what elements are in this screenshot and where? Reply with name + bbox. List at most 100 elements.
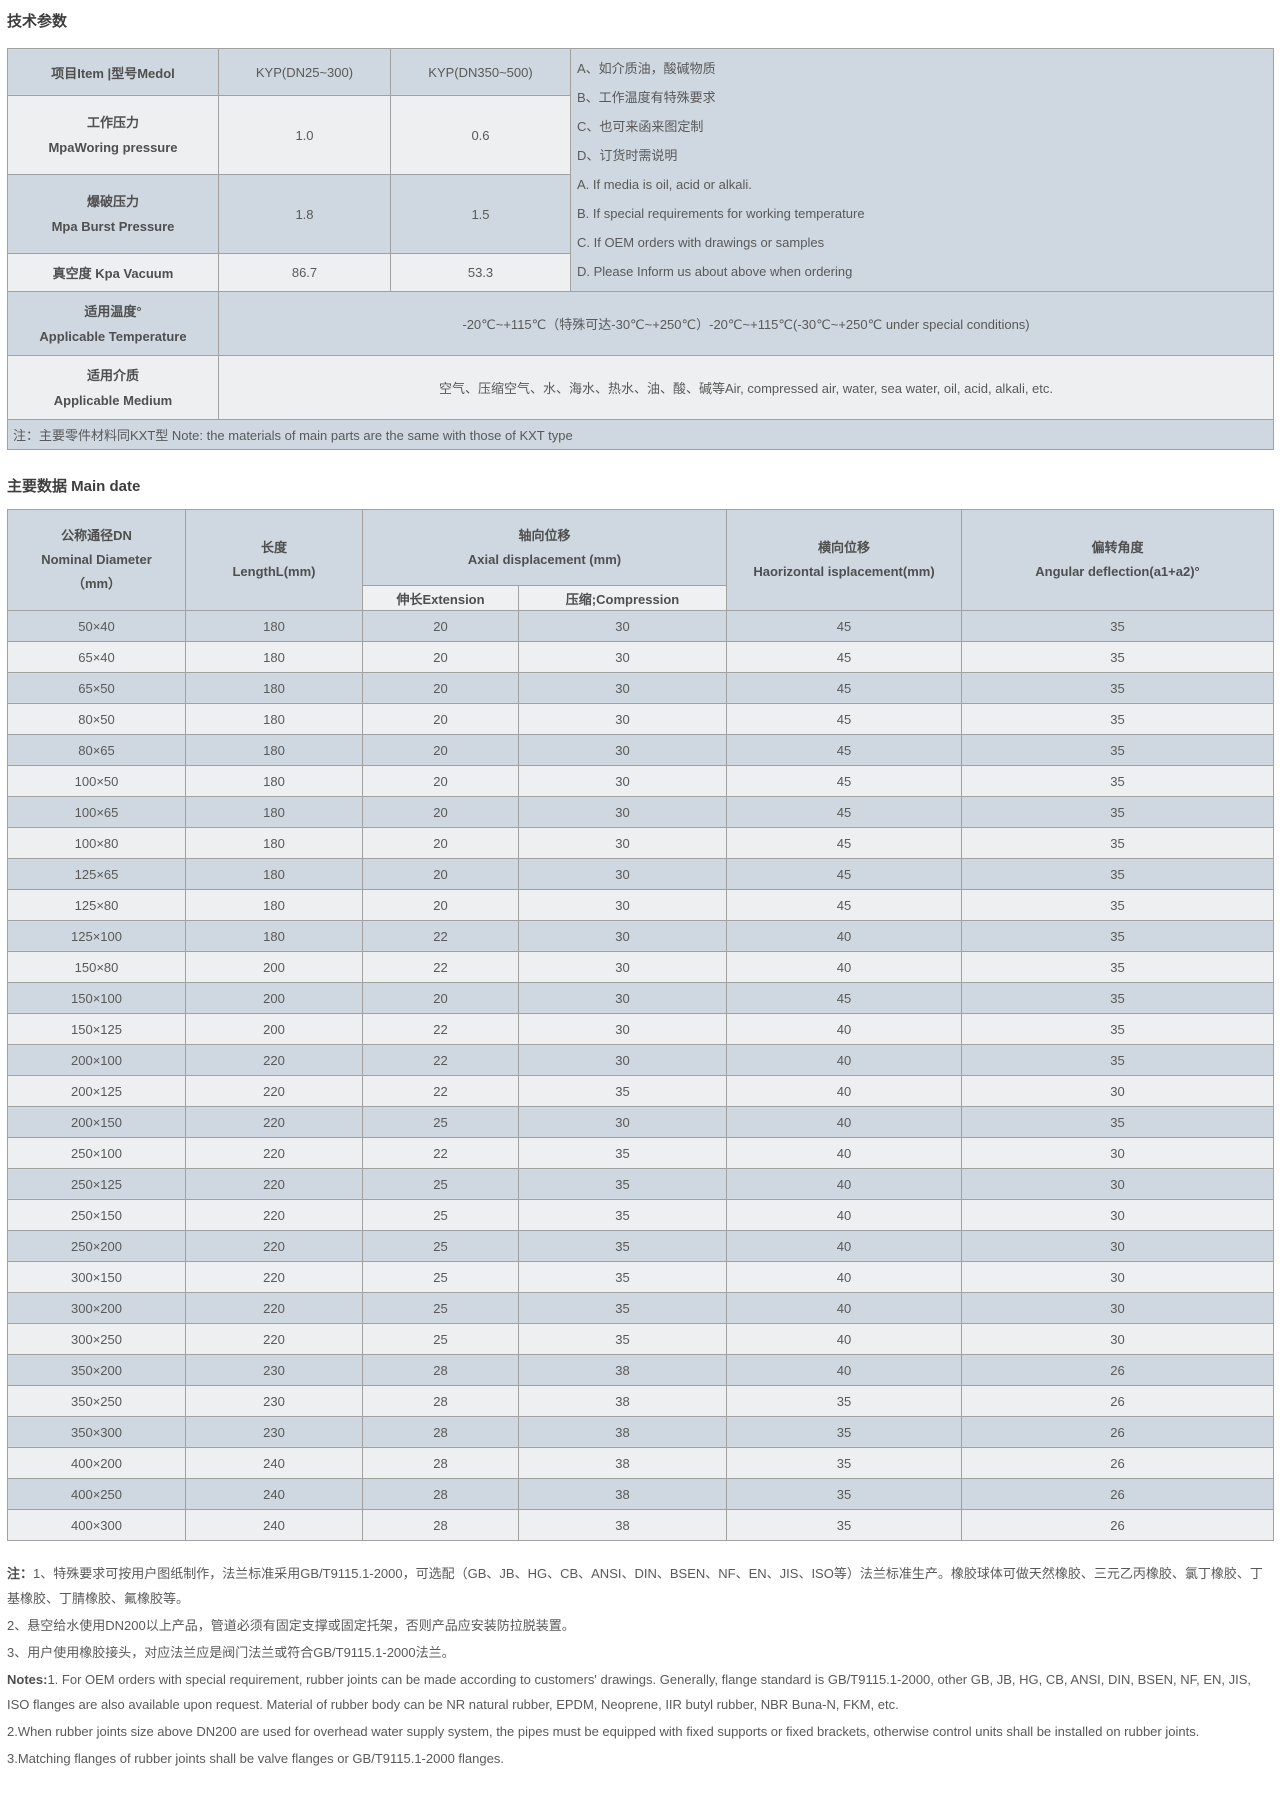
cell: 350×250: [7, 1385, 186, 1417]
cell: 35: [961, 765, 1274, 797]
cell: 250×100: [7, 1137, 186, 1169]
cell: 200: [185, 951, 363, 983]
label-en: Mpa Burst Pressure: [51, 219, 175, 234]
cell: 35: [961, 672, 1274, 704]
cell: 30: [518, 982, 727, 1014]
temperature-label: 适用温度° Applicable Temperature: [7, 291, 219, 356]
cell: 22: [362, 920, 519, 952]
cell: 30: [518, 1044, 727, 1076]
tech-col-model-2: KYP(DN350~500): [390, 48, 571, 96]
cell: 180: [185, 610, 363, 642]
label-cn: 适用温度°: [84, 303, 142, 319]
remark-line: C、也可来函来图定制: [577, 119, 704, 134]
cell: 20: [362, 641, 519, 673]
cell: 220: [185, 1292, 363, 1324]
cell: 40: [726, 1292, 962, 1324]
table-row: 100×50 180 20 30 45 35: [7, 765, 1274, 797]
header-nominal-diameter: 公称通径DN Nominal Diameter （mm）: [7, 509, 186, 611]
section-title-tech-params: 技术参数: [7, 13, 68, 30]
note-paragraph: 注：1、特殊要求可按用户图纸制作，法兰标准采用GB/T9115.1-2000，可…: [7, 1566, 1263, 1606]
cell: 220: [185, 1168, 363, 1200]
cell: 40: [726, 951, 962, 983]
cell: 35: [726, 1385, 962, 1417]
cell: 30: [518, 1013, 727, 1045]
cell: 26: [961, 1416, 1274, 1448]
cell: 45: [726, 672, 962, 704]
cell: 230: [185, 1385, 363, 1417]
cell: 30: [518, 796, 727, 828]
remark-line: D、订货时需说明: [577, 148, 678, 163]
header-horizontal-displacement: 横向位移 Haorizontal isplacement(mm): [726, 509, 962, 611]
cell: 20: [362, 703, 519, 735]
cell: 20: [362, 889, 519, 921]
cell: 400×200: [7, 1447, 186, 1479]
cell: 35: [518, 1199, 727, 1231]
remark-line: B、工作温度有特殊要求: [577, 90, 716, 105]
cell: 180: [185, 703, 363, 735]
cell: 25: [362, 1261, 519, 1293]
cell: 30: [961, 1199, 1274, 1231]
cell: 25: [362, 1168, 519, 1200]
cell: 28: [362, 1478, 519, 1510]
cell: 22: [362, 1013, 519, 1045]
table-row: 125×80 180 20 30 45 35: [7, 889, 1274, 921]
label-cn: 爆破压力: [86, 194, 139, 209]
table-row: 200×125 220 22 35 40 30: [7, 1075, 1274, 1107]
note-paragraph: 3、用户使用橡胶接头，对应法兰应是阀门法兰或符合GB/T9115.1-2000法…: [7, 1645, 455, 1660]
cell: 65×50: [7, 672, 186, 704]
header-length: 长度 LengthL(mm): [185, 509, 363, 611]
label-cn: 工作压力: [86, 115, 139, 130]
cell: 35: [518, 1137, 727, 1169]
cell: 45: [726, 765, 962, 797]
cell: 45: [726, 610, 962, 642]
table-row: 200×150 220 25 30 40 35: [7, 1106, 1274, 1138]
cell: 35: [961, 827, 1274, 859]
table-row: 300×250 220 25 35 40 30: [7, 1323, 1274, 1355]
cell: 30: [961, 1230, 1274, 1262]
cell: 300×150: [7, 1261, 186, 1293]
table-row: 125×65 180 20 30 45 35: [7, 858, 1274, 890]
cell: 35: [961, 641, 1274, 673]
cell: 100×65: [7, 796, 186, 828]
cell: 40: [726, 1261, 962, 1293]
cell: 35: [961, 951, 1274, 983]
cell: 220: [185, 1199, 363, 1231]
working-pressure-value-1: 1.0: [218, 95, 391, 175]
cell: 45: [726, 827, 962, 859]
tech-header-row: 项目Item |型号Medol KYP(DN25~300) KYP(DN350~…: [7, 48, 1274, 292]
cell: 35: [726, 1509, 962, 1541]
cell: 150×80: [7, 951, 186, 983]
cell: 25: [362, 1323, 519, 1355]
label-en: Applicable Medium: [53, 392, 173, 408]
cell: 220: [185, 1261, 363, 1293]
cell: 220: [185, 1323, 363, 1355]
cell: 180: [185, 672, 363, 704]
cell: 220: [185, 1075, 363, 1107]
cell: 220: [185, 1106, 363, 1138]
cell: 80×50: [7, 703, 186, 735]
cell: 30: [518, 1106, 727, 1138]
cell: 35: [518, 1075, 727, 1107]
table-row: 65×50 180 20 30 45 35: [7, 672, 1274, 704]
cell: 30: [518, 889, 727, 921]
table-row: 400×300 240 28 38 35 26: [7, 1509, 1274, 1541]
cell: 30: [518, 827, 727, 859]
cell: 30: [518, 641, 727, 673]
cell: 45: [726, 703, 962, 735]
table-row: 80×50 180 20 30 45 35: [7, 703, 1274, 735]
burst-pressure-value-1: 1.8: [218, 174, 391, 254]
cell: 25: [362, 1292, 519, 1324]
cell: 20: [362, 610, 519, 642]
header-angular-en: Angular deflection(a1+a2)°: [1035, 564, 1200, 579]
cell: 35: [961, 858, 1274, 890]
cell: 45: [726, 889, 962, 921]
table-row: 65×40 180 20 30 45 35: [7, 641, 1274, 673]
vacuum-value-1: 86.7: [218, 253, 391, 292]
cell: 35: [518, 1230, 727, 1262]
cell: 30: [518, 951, 727, 983]
cell: 35: [961, 1013, 1274, 1045]
header-length-en: LengthL(mm): [232, 564, 316, 579]
vacuum-label: 真空度 Kpa Vacuum: [7, 253, 219, 292]
table-row: 400×250 240 28 38 35 26: [7, 1478, 1274, 1510]
label-en: Applicable Temperature: [39, 328, 187, 344]
